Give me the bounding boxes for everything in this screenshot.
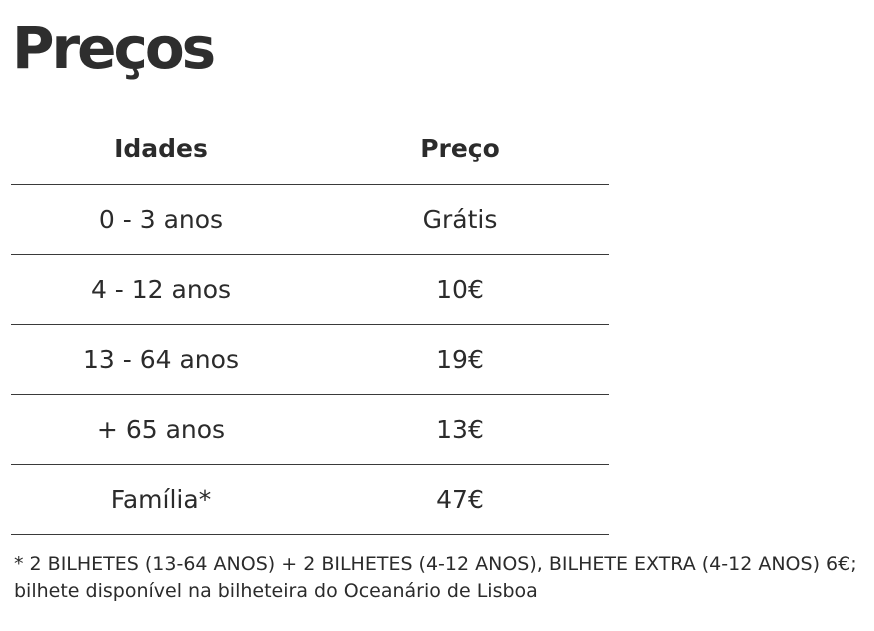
price-cell: 10€ — [311, 254, 609, 325]
age-cell: 0 - 3 anos — [11, 184, 311, 255]
footnote-line-2: bilhete disponível na bilheteira do Ocea… — [14, 580, 538, 602]
header-age: Idades — [11, 113, 311, 185]
footnote: * 2 BILHETES (13-64 ANOS) + 2 BILHETES (… — [14, 551, 864, 605]
age-cell: + 65 anos — [11, 394, 311, 465]
table-row: 13 - 64 anos 19€ — [11, 324, 609, 395]
table-row: 0 - 3 anos Grátis — [11, 184, 609, 255]
footnote-line-1: * 2 BILHETES (13-64 ANOS) + 2 BILHETES (… — [14, 553, 857, 575]
table-row: + 65 anos 13€ — [11, 394, 609, 465]
age-cell: Família* — [11, 464, 311, 535]
price-cell: Grátis — [311, 184, 609, 255]
header-price: Preço — [311, 113, 609, 185]
price-cell: 13€ — [311, 394, 609, 465]
page-title: Preços — [12, 14, 216, 82]
table-header-row: Idades Preço — [11, 113, 609, 185]
age-cell: 4 - 12 anos — [11, 254, 311, 325]
price-cell: 19€ — [311, 324, 609, 395]
price-table: Idades Preço 0 - 3 anos Grátis 4 - 12 an… — [11, 113, 609, 535]
table-row: 4 - 12 anos 10€ — [11, 254, 609, 325]
table-row: Família* 47€ — [11, 464, 609, 535]
age-cell: 13 - 64 anos — [11, 324, 311, 395]
price-cell: 47€ — [311, 464, 609, 535]
